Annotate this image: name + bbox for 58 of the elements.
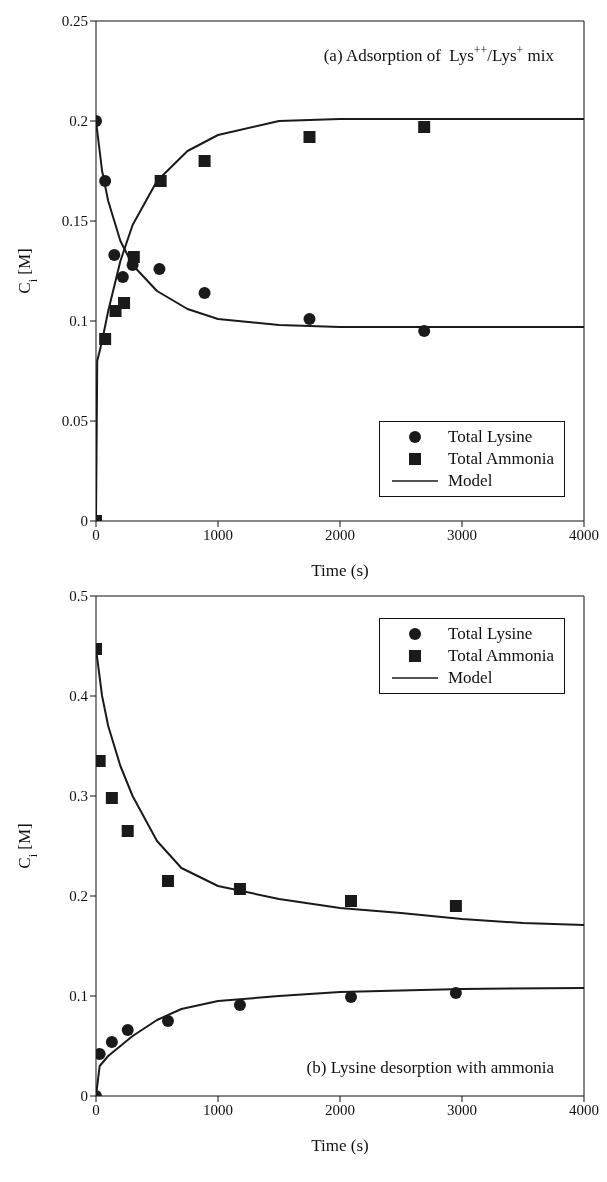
- point: [105, 1036, 118, 1048]
- x-tick-label: 0: [92, 1101, 100, 1118]
- point: [118, 297, 131, 309]
- point: [198, 155, 211, 167]
- point: [418, 121, 431, 133]
- point: [233, 999, 246, 1011]
- point: [121, 825, 134, 837]
- annotation: (b) Lysine desorption with ammonia: [306, 1058, 555, 1077]
- point: [303, 131, 316, 143]
- x-tick-label: 3000: [447, 526, 477, 543]
- y-tick-label: 0.1: [69, 313, 88, 330]
- y-tick-label: 0.4: [69, 688, 89, 705]
- legend-label: Total Lysine: [448, 623, 533, 645]
- legend-label: Total Ammonia: [448, 448, 554, 470]
- y-tick-label: 0.2: [69, 113, 88, 130]
- point: [121, 1024, 134, 1036]
- legend-label: Model: [448, 667, 493, 689]
- y-tick-label: 0: [80, 513, 88, 530]
- x-tick-label: 0: [92, 526, 100, 543]
- y-tick-label: 0.5: [69, 588, 88, 605]
- y-tick-label: 0.25: [61, 13, 88, 30]
- point: [161, 875, 174, 887]
- y-tick-label: 0.3: [69, 788, 88, 805]
- y-tick-label: 0.1: [69, 988, 88, 1005]
- x-tick-label: 1000: [203, 1101, 233, 1118]
- point: [99, 333, 112, 345]
- point: [105, 792, 118, 804]
- point: [418, 325, 431, 337]
- annotation: (a) Adsorption of Lys$^{++}$/Lys$^{+}$ mix: [323, 43, 555, 65]
- x-axis-title: Time (s): [311, 1136, 369, 1155]
- point: [127, 251, 140, 263]
- point: [303, 313, 316, 325]
- point: [108, 249, 121, 261]
- x-tick-label: 3000: [447, 1101, 477, 1118]
- point: [161, 1015, 174, 1027]
- point: [153, 263, 166, 275]
- point: [449, 900, 462, 912]
- point: [344, 895, 357, 907]
- x-tick-label: 4000: [569, 526, 599, 543]
- point: [154, 175, 167, 187]
- point: [449, 987, 462, 999]
- x-tick-label: 1000: [203, 526, 233, 543]
- legend-label: Total Lysine: [448, 426, 533, 448]
- y-tick-label: 0.05: [61, 413, 88, 430]
- x-axis-title: Time (s): [311, 561, 369, 580]
- y-tick-label: 0.15: [61, 213, 88, 230]
- point: [198, 287, 211, 299]
- point: [116, 271, 129, 283]
- point: [233, 883, 246, 895]
- legend-label: Total Ammonia: [448, 645, 554, 667]
- point: [344, 991, 357, 1003]
- point: [99, 175, 112, 187]
- x-tick-label: 2000: [325, 526, 355, 543]
- x-tick-label: 4000: [569, 1101, 599, 1118]
- y-tick-label: 0: [80, 1088, 88, 1105]
- y-tick-label: 0.2: [69, 888, 88, 905]
- x-tick-label: 2000: [325, 1101, 355, 1118]
- legend-label: Model: [448, 470, 493, 492]
